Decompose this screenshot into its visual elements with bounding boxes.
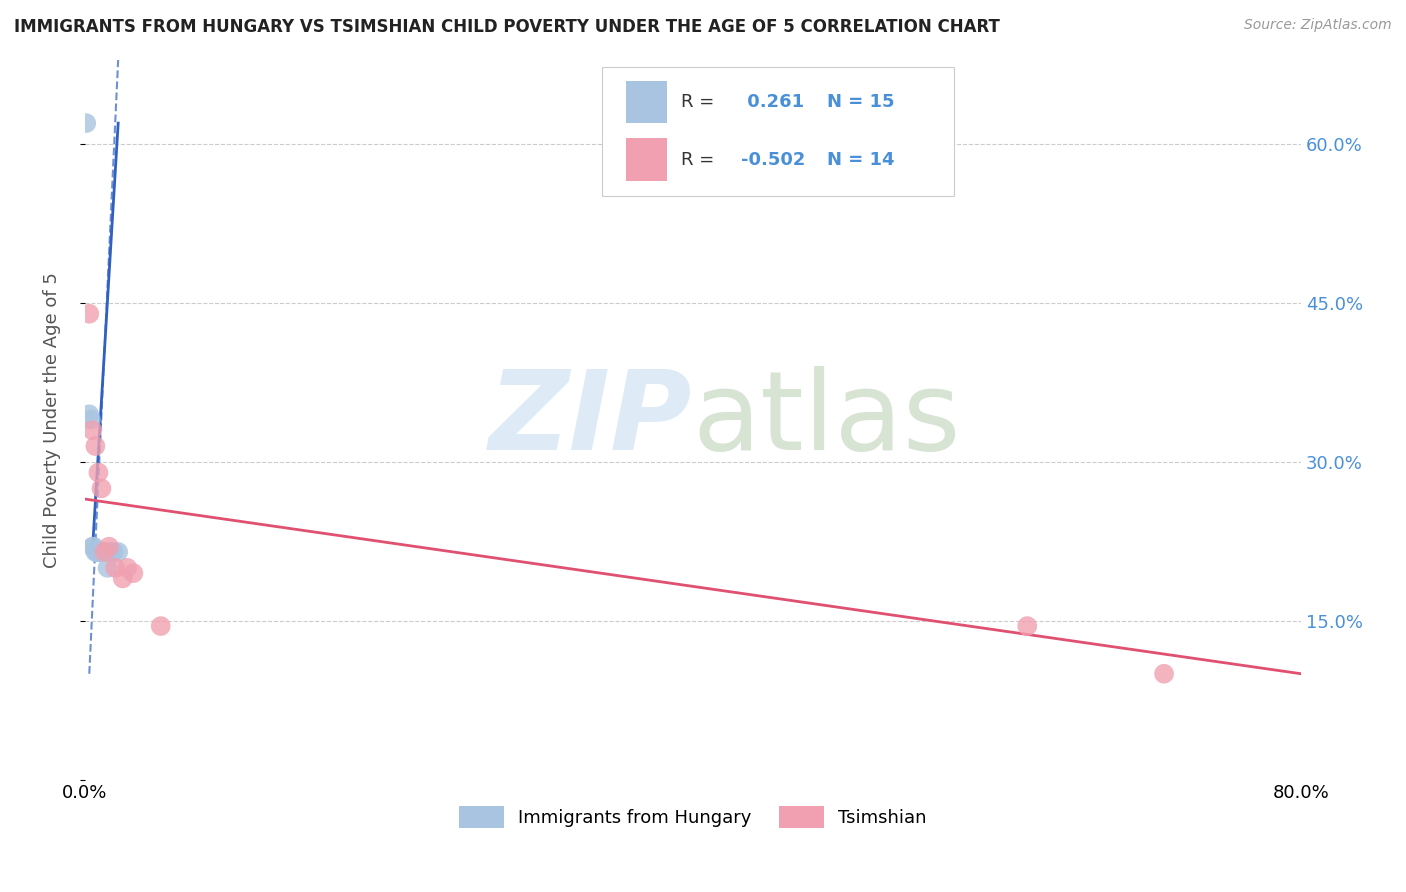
Text: 0.261: 0.261: [741, 94, 804, 112]
Point: [90, 482, 112, 496]
Point: [89, 545, 111, 559]
Point: [111, 571, 134, 585]
Point: [84, 439, 107, 453]
FancyBboxPatch shape: [626, 138, 668, 181]
Text: R =: R =: [681, 151, 714, 169]
Point: [75, 116, 97, 130]
Point: [79, 407, 101, 421]
Point: [93, 545, 115, 559]
Point: [104, 561, 127, 575]
Text: R =: R =: [681, 94, 714, 112]
Point: [93, 545, 115, 559]
Point: [100, 545, 122, 559]
Point: [83, 540, 105, 554]
Legend: Immigrants from Hungary, Tsimshian: Immigrants from Hungary, Tsimshian: [451, 799, 934, 836]
Point: [87, 466, 110, 480]
Point: [149, 619, 172, 633]
Text: -0.502: -0.502: [741, 151, 806, 169]
Text: IMMIGRANTS FROM HUNGARY VS TSIMSHIAN CHILD POVERTY UNDER THE AGE OF 5 CORRELATIO: IMMIGRANTS FROM HUNGARY VS TSIMSHIAN CHI…: [14, 18, 1000, 36]
Point: [103, 545, 125, 559]
Text: atlas: atlas: [693, 366, 962, 473]
Point: [79, 307, 101, 321]
Point: [90, 545, 112, 559]
Point: [82, 540, 104, 554]
Point: [82, 423, 104, 437]
Point: [86, 545, 108, 559]
Point: [80, 412, 103, 426]
Point: [98, 540, 121, 554]
FancyBboxPatch shape: [602, 67, 955, 196]
Text: ZIP: ZIP: [489, 366, 693, 473]
Point: [107, 545, 129, 559]
FancyBboxPatch shape: [626, 80, 668, 123]
Point: [122, 566, 145, 581]
Point: [84, 545, 107, 559]
Text: N = 15: N = 15: [827, 94, 894, 112]
Point: [96, 561, 118, 575]
Y-axis label: Child Poverty Under the Age of 5: Child Poverty Under the Age of 5: [44, 272, 60, 567]
Point: [117, 561, 139, 575]
Point: [1017, 619, 1039, 633]
Point: [1153, 666, 1175, 681]
Text: Source: ZipAtlas.com: Source: ZipAtlas.com: [1244, 18, 1392, 32]
Text: N = 14: N = 14: [827, 151, 894, 169]
Point: [87, 545, 110, 559]
